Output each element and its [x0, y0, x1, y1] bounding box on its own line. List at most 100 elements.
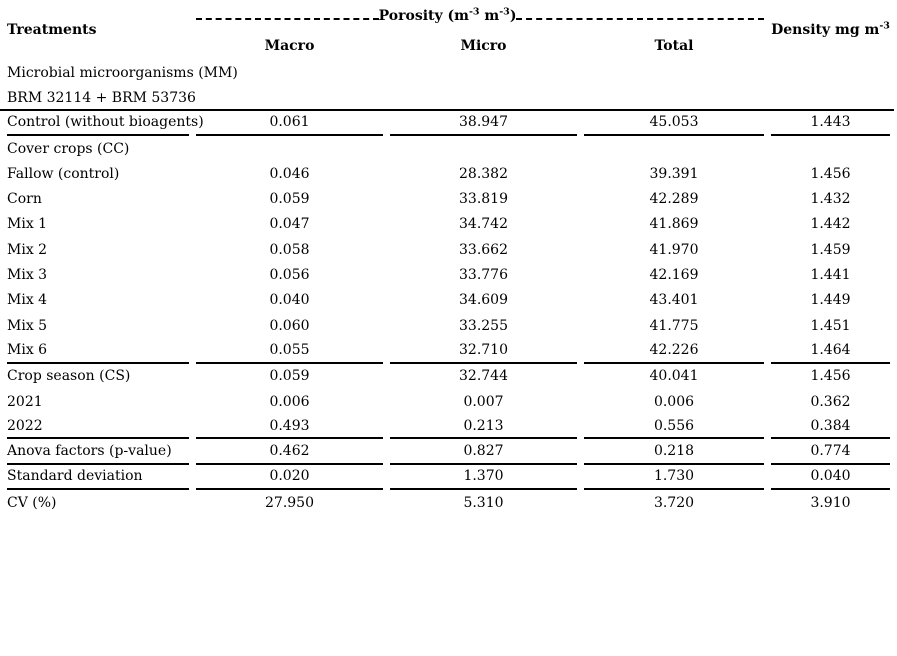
- density-value: [771, 136, 890, 161]
- total-value: [584, 136, 764, 161]
- col-header-density: Density mg m-3: [771, 20, 890, 38]
- row-label: Corn: [7, 191, 42, 208]
- porosity-header-group: Porosity (m-3 m-3): [196, 6, 764, 24]
- porosity-superscript: -3: [499, 6, 510, 18]
- micro-value: 34.609: [459, 292, 508, 309]
- table-row-mix5: Mix 5 0.060 33.255 41.775 1.451: [7, 313, 890, 338]
- micro-value: 33.776: [459, 267, 508, 284]
- density-value: 0.040: [771, 465, 890, 491]
- full-width-divider-line: [0, 108, 894, 111]
- row-label: Mix 6: [7, 338, 189, 364]
- density-value: 0.362: [810, 393, 851, 410]
- micro-value: [390, 136, 577, 161]
- row-label: Mix 2: [7, 241, 48, 258]
- density-value: 1.451: [810, 317, 851, 334]
- col-header-total: Total: [654, 38, 694, 54]
- micro-value: 33.662: [459, 241, 508, 258]
- macro-value: [196, 85, 383, 110]
- row-label: Standard deviation: [7, 465, 189, 491]
- macro-value: 0.055: [196, 338, 383, 364]
- macro-value: 0.047: [269, 216, 310, 233]
- total-value: 3.720: [653, 494, 695, 511]
- macro-value: [196, 136, 383, 161]
- dash-fill-right: [516, 18, 764, 20]
- macro-value: 0.059: [269, 368, 310, 385]
- macro-value: 0.046: [269, 165, 310, 182]
- density-value: 3.910: [810, 494, 851, 511]
- micro-value: 28.382: [459, 165, 508, 182]
- micro-value: 0.213: [390, 414, 577, 440]
- table-row-brm: BRM 32114 + BRM 53736: [7, 85, 890, 110]
- total-value: 0.556: [584, 414, 764, 440]
- macro-value: 27.950: [265, 494, 314, 511]
- group-row-cover-crops: Cover crops (CC): [7, 136, 890, 161]
- treatments-porosity-table: Treatments Porosity (m-3 m-3) Density mg…: [7, 0, 890, 511]
- micro-value: [390, 60, 577, 85]
- col-header-treatments: Treatments: [7, 22, 97, 38]
- micro-value: 34.742: [459, 216, 508, 233]
- density-value: [771, 85, 890, 110]
- total-value: 41.869: [649, 216, 699, 233]
- table-row-mix2: Mix 2 0.058 33.662 41.970 1.459: [7, 237, 890, 262]
- row-label: CV (%): [7, 494, 57, 511]
- dash-fill-left: [196, 18, 379, 20]
- total-value: 39.391: [649, 165, 699, 182]
- total-value: [584, 85, 764, 110]
- density-value: 0.774: [771, 439, 890, 465]
- col-header-micro: Micro: [460, 38, 507, 54]
- macro-value: 0.060: [269, 317, 310, 334]
- total-value: 1.730: [584, 465, 764, 491]
- micro-value: 0.007: [463, 393, 504, 410]
- row-label: 2022: [7, 414, 189, 440]
- total-value: 42.169: [649, 267, 699, 284]
- density-value: 1.443: [771, 111, 890, 136]
- row-label: Mix 3: [7, 267, 48, 284]
- total-value: 0.006: [653, 393, 695, 410]
- total-value: 0.218: [584, 439, 764, 465]
- total-value: 43.401: [649, 292, 699, 309]
- micro-value: 5.310: [463, 494, 504, 511]
- density-value: 1.459: [810, 241, 851, 258]
- group-row-crop-season: Crop season (CS) 0.059 32.744 40.041 1.4…: [7, 364, 890, 389]
- density-value: 1.432: [810, 191, 851, 208]
- macro-value: 0.462: [196, 439, 383, 465]
- table-row-mix3: Mix 3 0.056 33.776 42.169 1.441: [7, 262, 890, 287]
- total-value: 42.226: [584, 338, 764, 364]
- density-value: [771, 60, 890, 85]
- macro-value: 0.020: [196, 465, 383, 491]
- macro-value: 0.040: [269, 292, 310, 309]
- porosity-superscript: -3: [468, 6, 480, 18]
- total-value: 41.970: [649, 241, 699, 258]
- macro-value: 0.056: [269, 267, 310, 284]
- table-row-2021: 2021 0.006 0.007 0.006 0.362: [7, 389, 890, 414]
- row-label: Fallow (control): [7, 165, 120, 182]
- micro-value: 0.827: [390, 439, 577, 465]
- table-row-control: Control (without bioagents) 0.061 38.947…: [7, 111, 890, 136]
- micro-value: 38.947: [390, 111, 577, 136]
- table-row-mix4: Mix 4 0.040 34.609 43.401 1.449: [7, 288, 890, 313]
- col-header-porosity: Porosity (m-3 m-3): [196, 0, 764, 32]
- total-value: 42.289: [649, 191, 699, 208]
- table-row-2022: 2022 0.493 0.213 0.556 0.384: [7, 414, 890, 440]
- macro-value: 0.058: [269, 241, 310, 258]
- table-row-mix1: Mix 1 0.047 34.742 41.869 1.442: [7, 212, 890, 237]
- macro-value: 0.493: [196, 414, 383, 440]
- micro-value: 32.710: [390, 338, 577, 364]
- macro-value: 0.061: [196, 111, 383, 136]
- table-row-stddev: Standard deviation 0.020 1.370 1.730 0.0…: [7, 465, 890, 491]
- density-value: 1.464: [771, 338, 890, 364]
- group-row-microorganisms: Microbial microorganisms (MM): [7, 60, 890, 85]
- row-label: Microbial microorganisms (MM): [7, 64, 238, 81]
- row-label: BRM 32114 + BRM 53736: [7, 89, 196, 106]
- header-row-top: Treatments Porosity (m-3 m-3) Density mg…: [7, 0, 890, 38]
- micro-value: 33.255: [459, 317, 508, 334]
- row-label: Mix 4: [7, 292, 48, 309]
- micro-value: 32.744: [459, 368, 508, 385]
- row-label: Mix 1: [7, 216, 48, 233]
- macro-value: 0.059: [269, 191, 310, 208]
- density-value: 0.384: [771, 414, 890, 440]
- table-row-mix6: Mix 6 0.055 32.710 42.226 1.464: [7, 338, 890, 364]
- micro-value: 33.819: [459, 191, 508, 208]
- macro-value: 0.006: [269, 393, 310, 410]
